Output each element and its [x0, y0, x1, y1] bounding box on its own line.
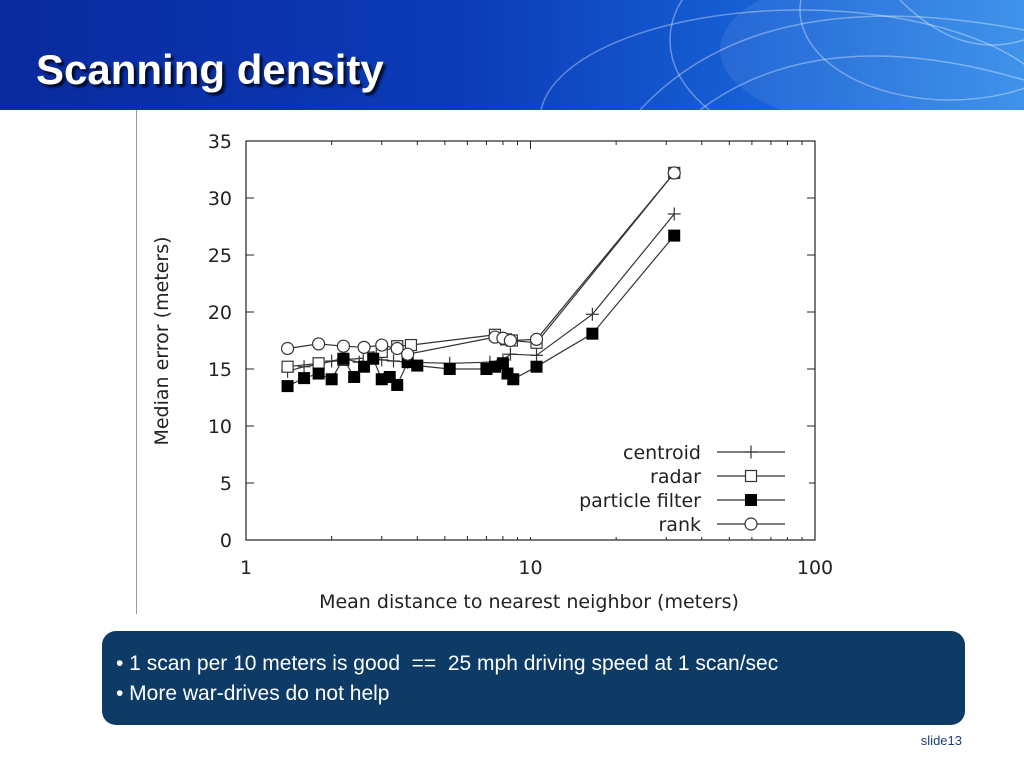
data-point-rank: [336, 339, 351, 353]
x-tick-label: 100: [797, 557, 833, 579]
legend-marker-rank: [744, 517, 758, 531]
data-point-particle-filter: [325, 373, 338, 386]
data-point-centroid: [297, 360, 311, 374]
data-point-particle-filter: [507, 373, 520, 386]
data-point-rank: [375, 338, 389, 352]
data-point-particle-filter: [496, 357, 509, 370]
legend-marker-centroid: [744, 445, 758, 459]
series-line-radar: [287, 172, 675, 368]
x-axis-title: Mean distance to nearest neighbor (meter…: [319, 591, 739, 613]
data-point-rank: [357, 340, 371, 354]
callout-line-1: • 1 scan per 10 meters is good == 25 mph…: [116, 652, 779, 675]
data-point-rank: [667, 166, 681, 180]
data-point-radar: [312, 357, 325, 370]
title-banner: Scanning density: [0, 0, 1024, 110]
legend-label-particle-filter: particle filter: [579, 490, 701, 512]
slide-title: Scanning density: [36, 46, 384, 93]
data-point-rank: [312, 337, 326, 351]
data-point-particle-filter: [348, 370, 361, 383]
data-point-particle-filter: [281, 380, 294, 393]
data-point-centroid: [667, 207, 681, 221]
chart-series: [280, 166, 681, 393]
data-point-radar: [281, 360, 294, 373]
data-point-centroid: [503, 347, 517, 361]
data-point-rank: [280, 341, 295, 356]
legend-label-rank: rank: [659, 514, 702, 536]
legend-label-radar: radar: [650, 466, 701, 488]
data-point-particle-filter: [443, 363, 456, 375]
y-tick-label: 10: [208, 416, 232, 438]
data-point-rank: [529, 332, 544, 346]
slide-number: slide13: [920, 733, 962, 748]
key-points-callout: • 1 scan per 10 meters is good == 25 mph…: [102, 631, 965, 725]
data-point-particle-filter: [358, 360, 371, 373]
y-tick-label: 0: [220, 530, 232, 552]
y-tick-label: 35: [208, 131, 232, 153]
y-axis-title: Median error (meters): [151, 236, 173, 445]
series-rank: [280, 166, 681, 361]
legend-label-centroid: centroid: [623, 442, 701, 464]
data-point-particle-filter: [391, 378, 404, 391]
legend-background: [517, 437, 809, 537]
legend-marker-radar: [744, 469, 758, 483]
data-point-centroid: [585, 307, 599, 321]
chart-panel: 0 5 10 15 20 25 30 35 1 10 100 centroid radar partic…: [136, 110, 857, 614]
x-tick-label: 10: [518, 557, 542, 579]
data-point-particle-filter: [530, 360, 543, 373]
data-point-particle-filter: [298, 372, 311, 385]
data-point-centroid: [530, 348, 544, 362]
data-point-rank: [503, 333, 518, 348]
data-point-centroid: [387, 354, 401, 368]
data-point-particle-filter: [337, 352, 350, 365]
y-tick-label: 15: [208, 359, 232, 381]
y-tick-label: 5: [220, 473, 232, 495]
data-point-particle-filter: [586, 327, 599, 340]
y-tick-label: 30: [208, 188, 232, 210]
line-chart: 0 5 10 15 20 25 30 35 1 10 100 centroidradarpartic…: [151, 131, 833, 613]
y-tick-label: 25: [208, 245, 232, 267]
data-point-rank: [401, 347, 415, 361]
data-point-particle-filter: [312, 367, 325, 380]
banner-decoration: [540, 0, 1024, 110]
callout-line-2: • More war-drives do not help: [116, 682, 390, 705]
data-point-particle-filter: [668, 229, 681, 242]
series-line-rank: [287, 172, 675, 355]
data-point-particle-filter: [383, 370, 396, 383]
data-point-particle-filter: [367, 352, 380, 365]
y-tick-label: 20: [208, 302, 232, 324]
legend-marker-particle-filter: [745, 494, 757, 506]
data-point-particle-filter: [411, 359, 424, 372]
data-point-rank: [390, 341, 404, 356]
chart-axes: 0 5 10 15 20 25 30 35 1 10 100: [208, 131, 833, 579]
series-particle-filter: [281, 229, 681, 393]
x-tick-label: 1: [240, 557, 252, 579]
